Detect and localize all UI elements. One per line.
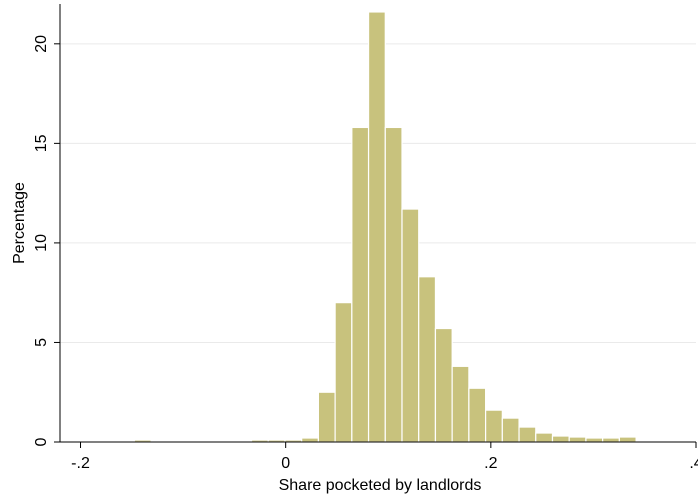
histogram-bar [401,208,420,443]
histogram-bar [384,126,403,443]
histogram-bar [351,126,370,443]
histogram-bar [334,302,353,443]
x-tick-label: 0 [281,455,290,472]
y-tick-label: 0 [33,437,50,446]
histogram-bar [367,11,386,443]
y-tick-label: 20 [33,35,50,53]
histogram-bar [501,417,520,443]
x-tick-label: -.2 [71,455,90,472]
x-tick-label: .2 [484,455,497,472]
histogram-bar [551,435,570,443]
y-axis-ticks: 0 5 10 15 20 [33,35,60,446]
histogram-bar [568,436,587,443]
histogram-bar [451,365,470,443]
histogram-bar [485,409,503,443]
histogram-bar [618,436,637,443]
histogram-bar [418,276,437,443]
histogram-bar [518,426,537,443]
x-tick-label: .4 [689,455,698,472]
histogram-bar [535,432,554,443]
y-tick-label: 15 [33,134,50,152]
histogram-bar [301,437,320,443]
histogram-bar [602,437,620,443]
bars [133,11,637,443]
y-axis-title: Percentage [11,182,28,264]
x-axis-ticks: -.2 0 .2 .4 [71,442,698,472]
x-axis-title: Share pocketed by landlords [279,477,482,494]
histogram-bar [585,437,604,443]
y-tick-label: 5 [33,338,50,347]
histogram-bar [317,391,336,443]
histogram-bar [468,387,487,443]
y-tick-label: 10 [33,234,50,252]
histogram-bar [434,327,453,443]
